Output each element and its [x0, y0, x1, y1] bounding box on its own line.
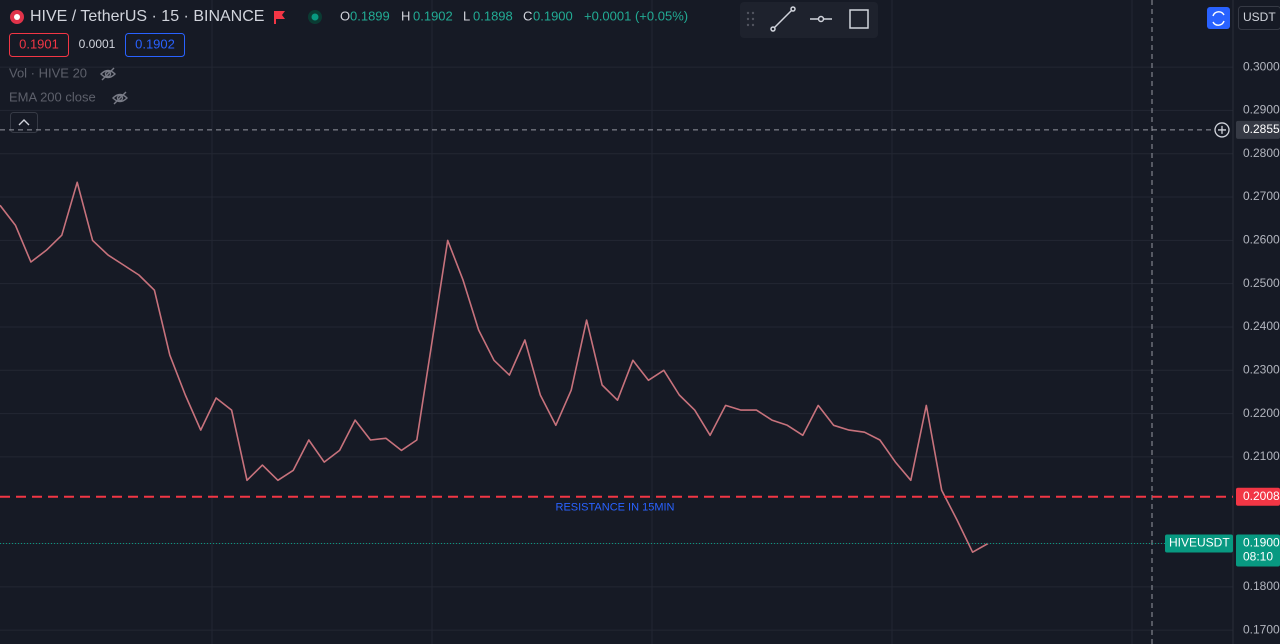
spread: 0.0001: [79, 37, 116, 51]
ohlc-key: H: [401, 8, 410, 23]
resistance-price-box: [1236, 487, 1280, 506]
rectangle-tool[interactable]: [849, 9, 869, 29]
y-tick-label: 0.2400: [1243, 319, 1280, 333]
hide-icon[interactable]: [100, 67, 116, 81]
ohlc-value: 0.1899: [350, 8, 390, 23]
crosshair-price: 0.2855: [1243, 122, 1280, 136]
collapse-button[interactable]: [10, 112, 38, 133]
overlay: 0.1700 0.1800 0.1900 0.2100 0.2200 0.2300 0.24…: [0, 59, 1280, 636]
last-price: 0.1900: [1243, 536, 1280, 550]
y-tick-label: 0.2600: [1243, 233, 1280, 247]
resistance-price: 0.2008: [1243, 489, 1280, 503]
drawing-toolbar: [740, 2, 878, 38]
ask-price[interactable]: 0.1902: [135, 36, 175, 51]
sync-icon: [1212, 11, 1225, 26]
ohlc-key: L: [463, 8, 470, 23]
y-tick-label: 0.3000: [1243, 59, 1280, 73]
y-tick-label: 0.2100: [1243, 449, 1280, 463]
resistance-text: RESISTANCE IN 15MIN: [556, 502, 675, 514]
ohlc-value: 0.1902: [413, 8, 453, 23]
ohlc: O 0.1899 H 0.1902 L 0.1898 C 0.1900 +0.0001 (+0.…: [340, 8, 688, 23]
symbol-logo-inner: [14, 14, 20, 20]
y-tick-label: 0.2300: [1243, 362, 1280, 376]
last-price-box: [1236, 534, 1280, 567]
crosshair-price-box: [1236, 120, 1280, 139]
buy-button[interactable]: [125, 33, 185, 57]
plot: [0, 181, 989, 553]
ohlc-value: 0.1898: [473, 8, 513, 23]
chevron-icon: [18, 119, 30, 126]
y-tick-label: 0.2800: [1243, 146, 1280, 160]
currency[interactable]: USDT: [1243, 10, 1276, 24]
ohlc-key: O: [340, 8, 350, 23]
flag-icon[interactable]: [274, 11, 285, 24]
bid-price[interactable]: 0.1901: [19, 36, 59, 51]
y-tick-label: 0.2200: [1243, 406, 1280, 420]
hide-icon[interactable]: [112, 91, 128, 105]
price-line: [0, 181, 989, 553]
market-status-dot: [311, 13, 319, 21]
y-tick-label: 0.2700: [1243, 189, 1280, 203]
symbol-title[interactable]: HIVE / TetherUS · 15 · BINANCE: [30, 8, 264, 25]
grid: [0, 0, 1233, 644]
y-tick-label: 0.1800: [1243, 579, 1280, 593]
y-tick-label: 0.2500: [1243, 276, 1280, 290]
symbol-label: HIVEUSDT: [1169, 536, 1230, 550]
indicator-label[interactable]: EMA 200 close: [9, 89, 96, 104]
indicator-label[interactable]: Vol · HIVE 20: [9, 65, 87, 80]
countdown: 08:10: [1243, 550, 1273, 564]
currency-button[interactable]: [1238, 6, 1280, 30]
horizontal-line-tool[interactable]: [810, 15, 832, 23]
plus-icon: [1218, 125, 1226, 134]
symbol-box: [1165, 534, 1233, 553]
drag-handle[interactable]: [746, 11, 755, 27]
ohlc-change: +0.0001 (+0.05%): [584, 8, 688, 23]
sell-button[interactable]: [9, 33, 69, 57]
y-tick-label: 0.2900: [1243, 103, 1280, 117]
ohlc-value: 0.1900: [533, 8, 573, 23]
trend-line-tool[interactable]: [770, 6, 796, 32]
ohlc-key: C: [523, 8, 532, 23]
y-tick-label: 0.1700: [1243, 622, 1280, 636]
sync-button[interactable]: [1207, 7, 1230, 29]
